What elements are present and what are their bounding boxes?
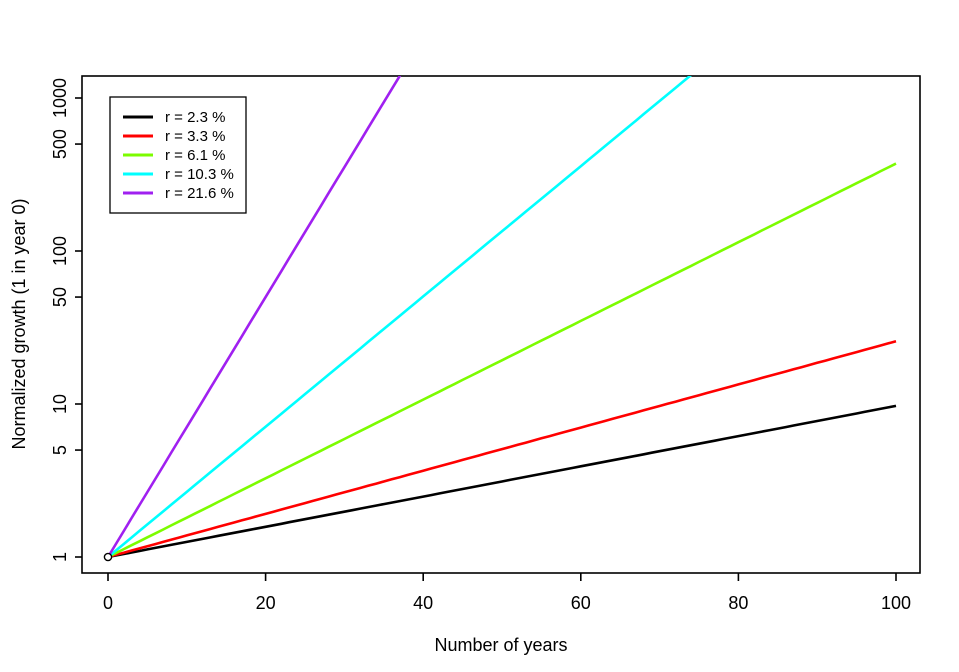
- y-tick-label: 100: [50, 236, 70, 266]
- y-tick-label: 10: [50, 394, 70, 414]
- y-axis-label: Normalized growth (1 in year 0): [9, 198, 29, 449]
- y-tick-label: 1: [50, 552, 70, 562]
- y-axis: 1 5 10 50 100 500 1000: [50, 78, 82, 562]
- x-tick-label: 40: [413, 593, 433, 613]
- x-tick-label: 60: [571, 593, 591, 613]
- start-marker-group: [103, 552, 113, 562]
- legend-entry-label: r = 3.3 %: [165, 128, 225, 145]
- series-line-6.1: [107, 162, 897, 559]
- legend-entry-label: r = 2.3 %: [165, 109, 225, 126]
- plot-box-group: [81, 75, 921, 574]
- x-axis-label: Number of years: [434, 635, 567, 655]
- start-marker-circle: [103, 552, 113, 562]
- legend-entry-label: r = 6.1 %: [165, 147, 225, 164]
- x-tick-label: 0: [103, 593, 113, 613]
- x-tick-label: 80: [728, 593, 748, 613]
- x-tick-label: 20: [256, 593, 276, 613]
- series-lines: [106, 76, 897, 559]
- series-line-3.3: [107, 340, 897, 559]
- plot-box: [81, 75, 921, 574]
- y-tick-label: 50: [50, 287, 70, 307]
- y-tick-label: 5: [50, 445, 70, 455]
- legend-entry-label: r = 10.3 %: [165, 166, 234, 183]
- series-line-10.3: [107, 76, 692, 559]
- x-tick-label: 100: [881, 593, 911, 613]
- x-axis: 0 20 40 60 80 100: [103, 573, 911, 613]
- legend: r = 2.3 % r = 3.3 % r = 6.1 % r = 10.3 % r =…: [109, 96, 247, 214]
- y-tick-label: 500: [50, 129, 70, 159]
- series-line-2.3: [107, 404, 897, 559]
- y-tick-label: 1000: [50, 78, 70, 118]
- series-line-21.6: [106, 76, 402, 558]
- legend-entry-label: r = 21.6 %: [165, 185, 234, 202]
